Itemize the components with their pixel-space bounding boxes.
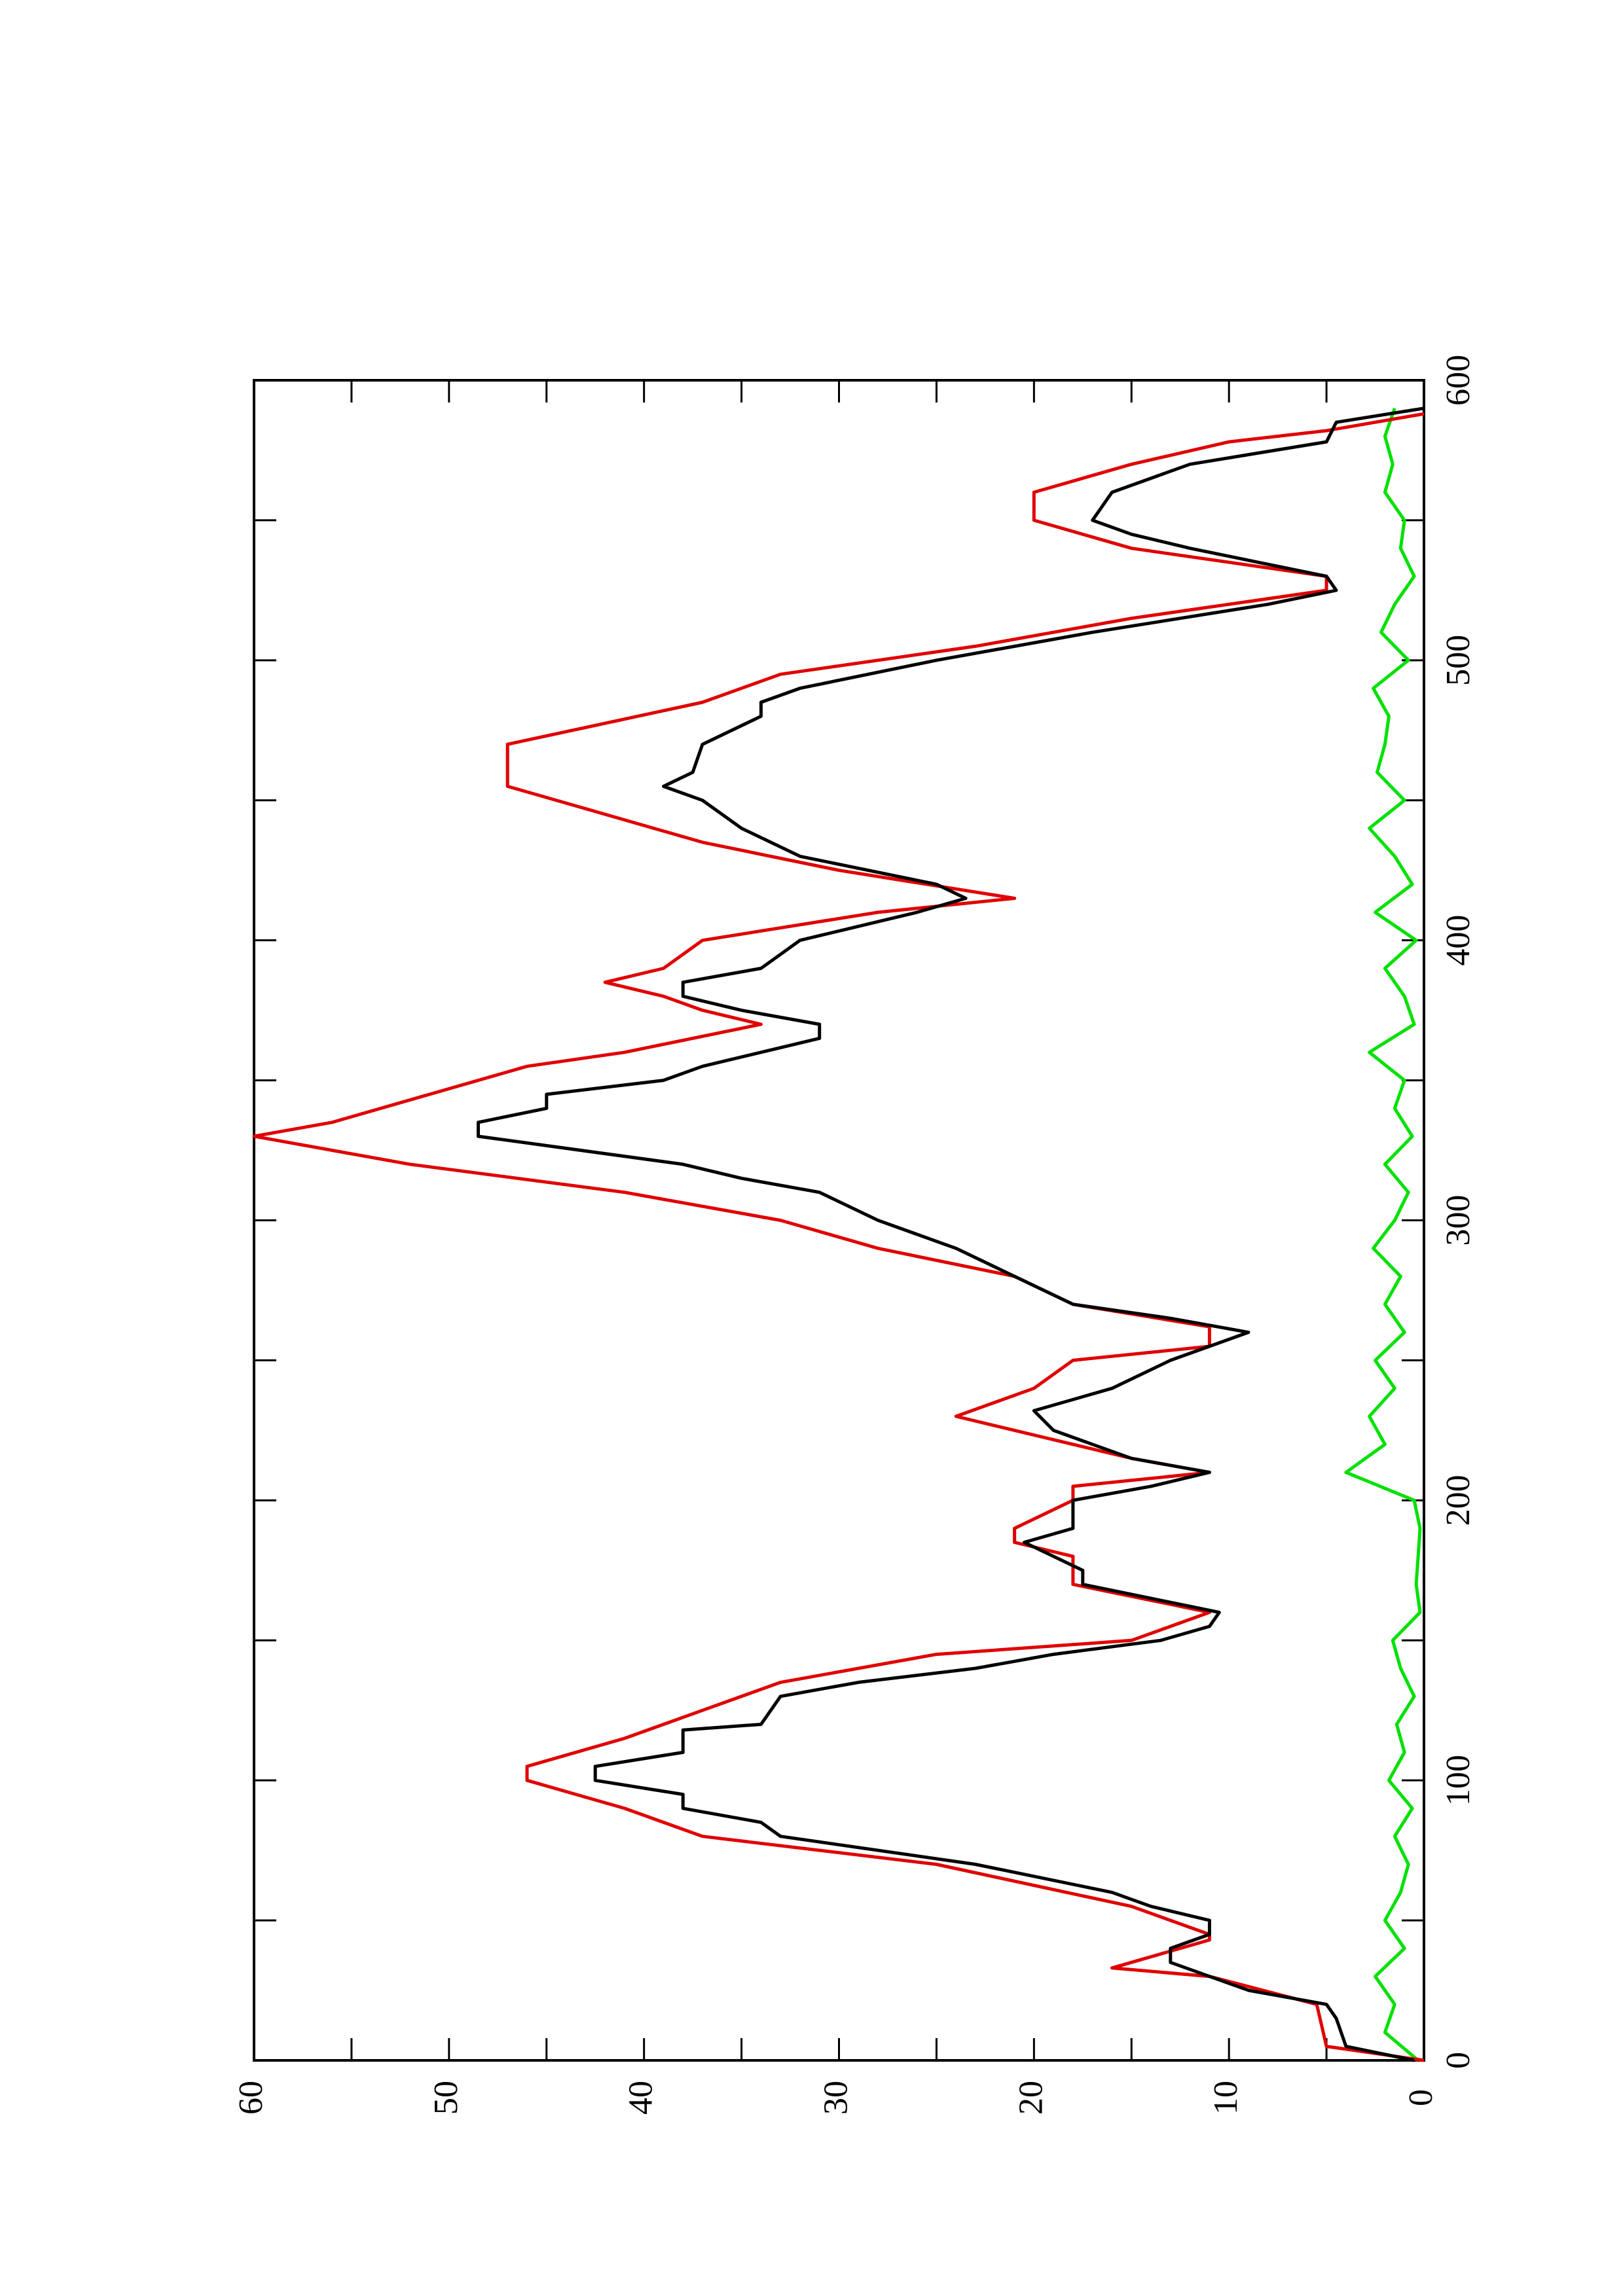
y-tick-label: 60: [232, 2081, 270, 2115]
line-series: [1344, 407, 1422, 2062]
line-series: [477, 406, 1425, 2062]
y-tick-label: 20: [1012, 2081, 1049, 2115]
x-tick-label: 300: [1440, 1195, 1477, 1246]
y-tick-label: 0: [1402, 2089, 1440, 2106]
x-tick-label: 100: [1440, 1755, 1477, 1806]
x-tick-label: 400: [1440, 915, 1477, 966]
y-tick-label: 30: [817, 2081, 854, 2115]
x-tick-label: 200: [1440, 1475, 1477, 1526]
line-series: [252, 412, 1425, 2062]
x-tick-label: 600: [1440, 355, 1477, 406]
x-tick-label: 0: [1440, 2052, 1477, 2069]
y-tick-label: 40: [623, 2081, 660, 2115]
x-tick-label: 500: [1440, 635, 1477, 686]
y-tick-label: 50: [428, 2081, 465, 2115]
y-tick-label: 10: [1207, 2081, 1245, 2115]
plot-frame: [253, 379, 1425, 2062]
